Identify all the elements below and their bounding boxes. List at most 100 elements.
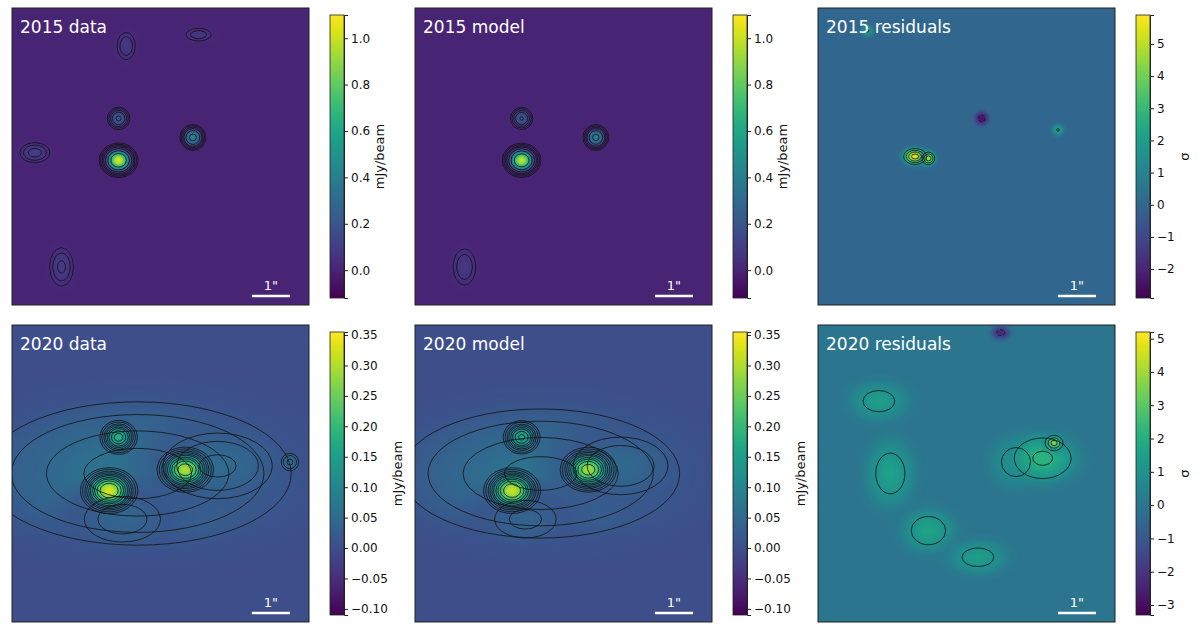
tick: 2 [1150,134,1165,148]
tick-label: 1.0 [754,32,773,46]
tick: −0.05 [747,572,791,586]
tick-label: 0.25 [351,389,378,403]
contour [912,154,919,159]
tick-label: 0.0 [754,264,773,278]
contour [108,151,130,170]
tick-label: 0.30 [351,359,378,373]
contour [111,110,127,126]
colorbar-label: mJy/beam [390,441,405,506]
colorbar: 0.00.20.40.60.81.0mJy/beam [733,15,790,299]
tick-label: −3 [1157,598,1175,612]
contour [488,471,536,509]
contour [90,476,127,506]
panel: 2015 model1" [415,8,712,305]
tick-mark [747,365,751,366]
tick: −0.10 [344,602,388,616]
tick-mark [747,38,751,39]
contour [504,457,576,491]
contour [586,127,606,147]
contour [573,437,668,495]
contour [186,131,200,145]
contour [582,464,595,475]
scale-bar-label: 1" [264,278,278,293]
contour [516,112,528,124]
tick-mark [1150,140,1154,141]
tick: 0.30 [344,359,378,373]
tick-mark [344,335,348,336]
contour [184,129,202,147]
source [482,466,543,515]
contour [484,468,541,514]
source [179,123,207,151]
frame [12,8,309,305]
contour [112,112,124,124]
source [96,417,140,457]
contour [99,143,138,177]
figure: 2015 data1"0.00.20.40.60.81.0mJy/beam201… [0,0,1200,637]
source [582,123,610,151]
tick: −1 [1150,532,1175,546]
tick-label: 0.35 [754,328,781,342]
contour [514,111,530,127]
contour [457,254,473,279]
contour [571,456,606,484]
contour [28,148,41,157]
source [100,144,136,176]
tick-label: 3 [1157,102,1165,116]
contour [511,151,532,170]
contour [453,249,476,285]
contour [58,261,66,274]
tick: −1 [1150,230,1175,244]
tick-mark [747,548,751,549]
tick-label: 0.2 [351,217,370,231]
scale-bar-label: 1" [667,278,681,293]
contour [178,464,193,476]
contour [53,253,71,281]
contour [494,476,531,506]
contour [911,517,945,545]
contour [593,134,599,140]
panel: 2015 residuals1" [818,8,1115,305]
contour [109,109,128,128]
contour [507,424,536,450]
contour [97,481,121,500]
tick-mark [1150,505,1154,506]
tick-mark [1150,205,1154,206]
tick-label: 1 [1157,166,1165,180]
colorbar: 0.00.20.40.60.81.0mJy/beam [330,15,387,299]
tick-label: −0.05 [754,572,791,586]
frame [415,325,712,622]
tick-label: 0.35 [351,328,378,342]
contour [157,447,213,492]
contour [180,124,206,150]
contour [565,451,612,488]
tick-mark [747,487,751,488]
contour [1014,438,1071,479]
contour [85,471,133,510]
contour [116,116,121,121]
source [110,22,142,71]
tick: −0.05 [344,572,388,586]
tick-mark [1150,269,1154,270]
tick: 4 [1150,69,1165,83]
contour [163,433,272,499]
contour [520,117,524,121]
colorbar-label: σ [1177,469,1192,477]
contour [490,473,534,509]
contour [496,478,529,504]
contour [509,426,535,449]
contour [287,459,293,465]
tick: 1 [1150,465,1165,479]
tick: 0.10 [747,481,781,495]
contour [906,150,924,162]
source [444,235,484,300]
tick: 5 [1150,37,1165,51]
tick: 0.2 [747,217,773,231]
contour [583,125,609,151]
colorbar-ramp [1136,15,1150,298]
axis-line [1151,333,1155,616]
tick-mark [344,487,348,488]
tick-label: 1.0 [351,32,370,46]
contour [102,422,136,453]
tick-label: 2 [1157,432,1165,446]
